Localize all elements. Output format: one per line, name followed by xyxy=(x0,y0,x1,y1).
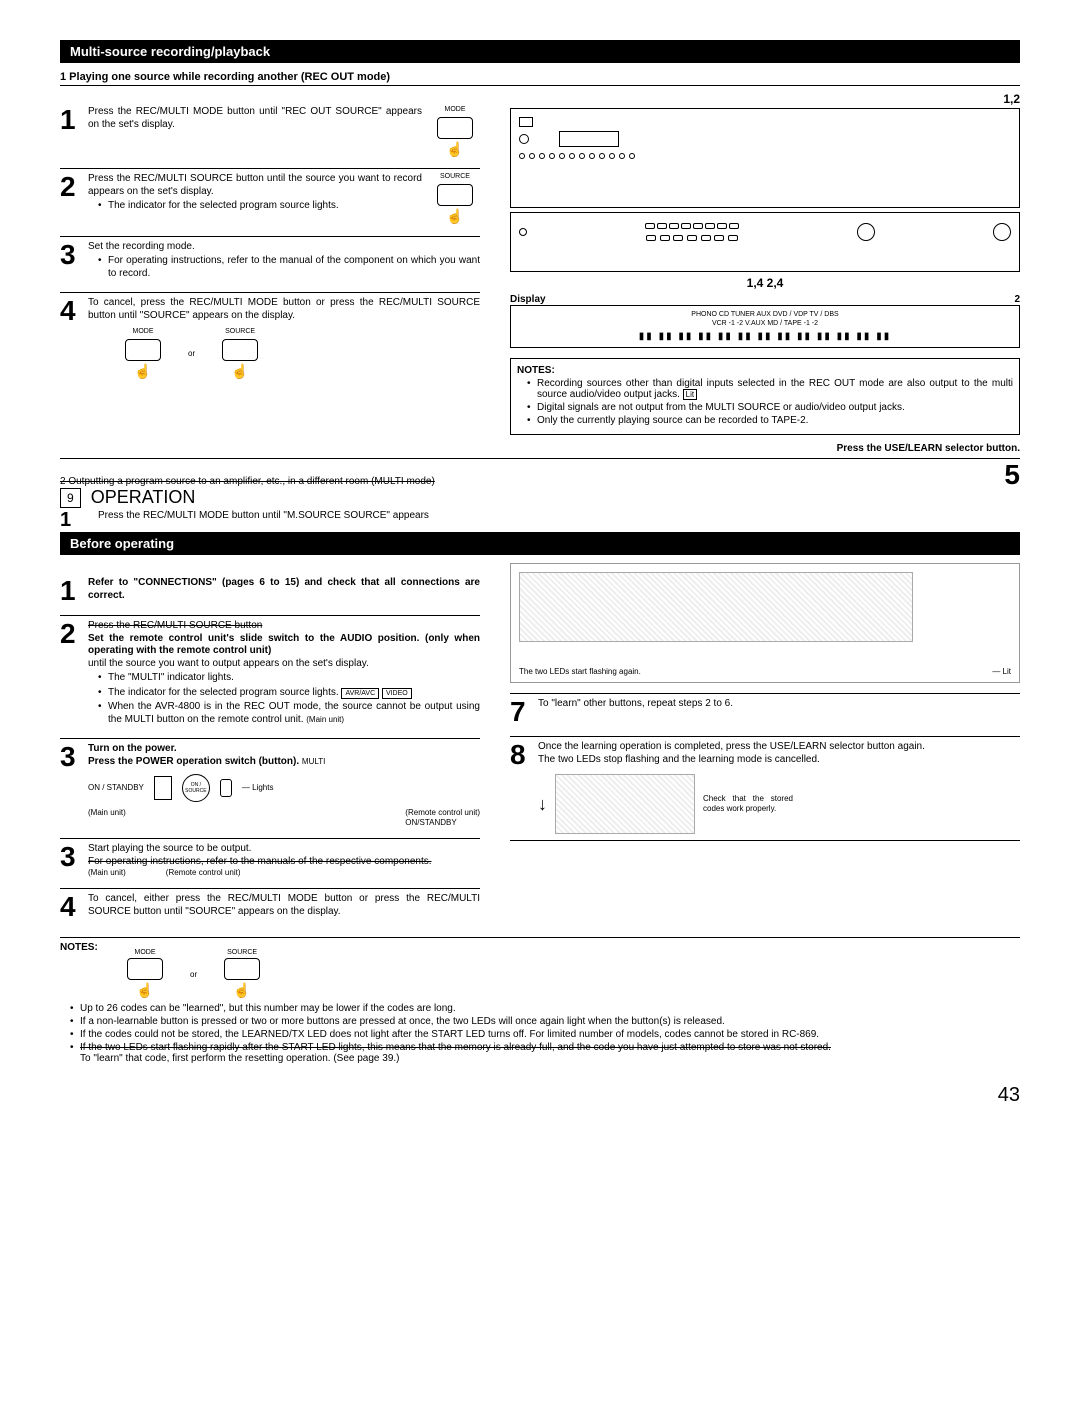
display-strip: PHONO CD TUNER AUX DVD / VDP TV / DBS VC… xyxy=(510,305,1020,348)
remote-diagram: The two LEDs start flashing again. — Lit xyxy=(510,563,1020,683)
step3c: Start playing the source to be output. xyxy=(88,843,251,854)
note2-item: If the two LEDs start flashing rapidly a… xyxy=(70,1042,1020,1064)
op-step1-text: Press the REC/MULTI MODE button until "M… xyxy=(98,510,429,530)
note-item: Only the currently playing source can be… xyxy=(527,415,1013,426)
check-codes-label: Check that the stored codes work properl… xyxy=(703,794,793,814)
lower-step-4: 4 To cancel, either press the REC/MULTI … xyxy=(60,888,480,921)
right-step-7-text: To "learn" other buttons, repeat steps 2… xyxy=(538,698,1020,726)
step2b: until the source you want to output appe… xyxy=(88,658,480,671)
step-4-text: To cancel, press the REC/MULTI MODE butt… xyxy=(88,297,480,321)
notes-title: NOTES: xyxy=(517,365,1013,376)
big-5: 5 xyxy=(1004,459,1020,491)
step3-press-power: Press the POWER operation switch (button… xyxy=(88,756,299,767)
mode-button-icon: MODE ☝ xyxy=(430,106,480,158)
step3d: For operating instructions, refer to the… xyxy=(88,856,432,867)
note2-item: Up to 26 codes can be "learned", but thi… xyxy=(70,1003,1020,1014)
step-1-text: Press the REC/MULTI MODE button until "R… xyxy=(88,106,422,158)
label-14-24: 1,4 2,4 xyxy=(510,276,1020,290)
step3-turn-on: Turn on the power. xyxy=(88,743,177,754)
display-label: Display xyxy=(510,294,546,305)
or-label: or xyxy=(188,349,195,359)
right-step-8a: Once the learning operation is completed… xyxy=(538,741,925,752)
step-number: 2 xyxy=(60,173,88,225)
note2-item: If a non-learnable button is pressed or … xyxy=(70,1016,1020,1027)
right-step-8b: The two LEDs stop flashing and the learn… xyxy=(538,754,820,765)
step-2-bullet: The indicator for the selected program s… xyxy=(98,200,422,213)
lower-step-2: 2 Press the REC/MULTI SOURCE button Set … xyxy=(60,615,480,728)
step2d: The indicator for the selected program s… xyxy=(98,687,480,700)
step-1: 1 Press the REC/MULTI MODE button until … xyxy=(60,102,480,158)
step-4: 4 To cancel, press the REC/MULTI MODE bu… xyxy=(60,292,480,386)
notes-box-1: NOTES: Recording sources other than digi… xyxy=(510,358,1020,435)
note-item: Recording sources other than digital inp… xyxy=(527,378,1013,400)
lower-step-3: 3 Turn on the power. Press the POWER ope… xyxy=(60,738,480,828)
step-number: 4 xyxy=(60,297,88,386)
lower-step-1-text: Refer to "CONNECTIONS" (pages 6 to 15) a… xyxy=(88,577,480,605)
right-step-8: 8 Once the learning operation is complet… xyxy=(510,736,1020,834)
page-number: 43 xyxy=(60,1084,1020,1107)
step-2: 2 Press the REC/MULTI SOURCE button unti… xyxy=(60,168,480,225)
lit-label: Lit xyxy=(683,389,697,400)
subsection-1-title: 1 Playing one source while recording ano… xyxy=(60,71,1020,86)
before-operating-title: Before operating xyxy=(60,532,1020,555)
lower-step-3b: 3 Start playing the source to be output.… xyxy=(60,838,480,878)
device-bottom-illustration xyxy=(510,212,1020,272)
step2e: When the AVR-4800 is in the REC OUT mode… xyxy=(98,701,480,726)
device-top-illustration xyxy=(510,108,1020,208)
right-column: 1,2 xyxy=(510,92,1020,454)
subsection-2-struck: 2 Outputting a program source to an ampl… xyxy=(60,476,435,487)
lower-step-4-text: To cancel, either press the REC/MULTI MO… xyxy=(88,893,480,921)
step-3-text: Set the recording mode. xyxy=(88,241,195,252)
note2-item: If the codes could not be stored, the LE… xyxy=(70,1029,1020,1040)
section-title: Multi-source recording/playback xyxy=(60,40,1020,63)
step-2-text: Press the REC/MULTI SOURCE button until … xyxy=(88,173,422,197)
source-button-icon: SOURCE ☝ xyxy=(430,173,480,225)
press-use-learn: Press the USE/LEARN selector button. xyxy=(510,443,1020,454)
label-1-2: 1,2 xyxy=(510,92,1020,106)
step-3-bullet: For operating instructions, refer to the… xyxy=(98,255,480,280)
step2-pre: Press the REC/MULTI SOURCE button xyxy=(88,620,480,633)
left-column: 1 Press the REC/MULTI MODE button until … xyxy=(60,92,480,454)
display-label-2: 2 xyxy=(1014,294,1020,305)
note-item: Digital signals are not output from the … xyxy=(527,402,1013,413)
step-number: 3 xyxy=(60,241,88,283)
step2c: The "MULTI" indicator lights. xyxy=(98,672,480,685)
step-3: 3 Set the recording mode. For operating … xyxy=(60,236,480,283)
right-step-7: 7 To "learn" other buttons, repeat steps… xyxy=(510,693,1020,726)
operation-title: OPERATION xyxy=(87,487,196,508)
step-number: 1 xyxy=(60,106,88,158)
notes-2: NOTES: MODE☝ or SOURCE☝ Up to 26 codes c… xyxy=(60,937,1020,1064)
lower-step-1: 1 Refer to "CONNECTIONS" (pages 6 to 15)… xyxy=(60,573,480,605)
step2a: Set the remote control unit's slide swit… xyxy=(88,633,480,658)
section-number-box: 9 xyxy=(60,488,81,508)
